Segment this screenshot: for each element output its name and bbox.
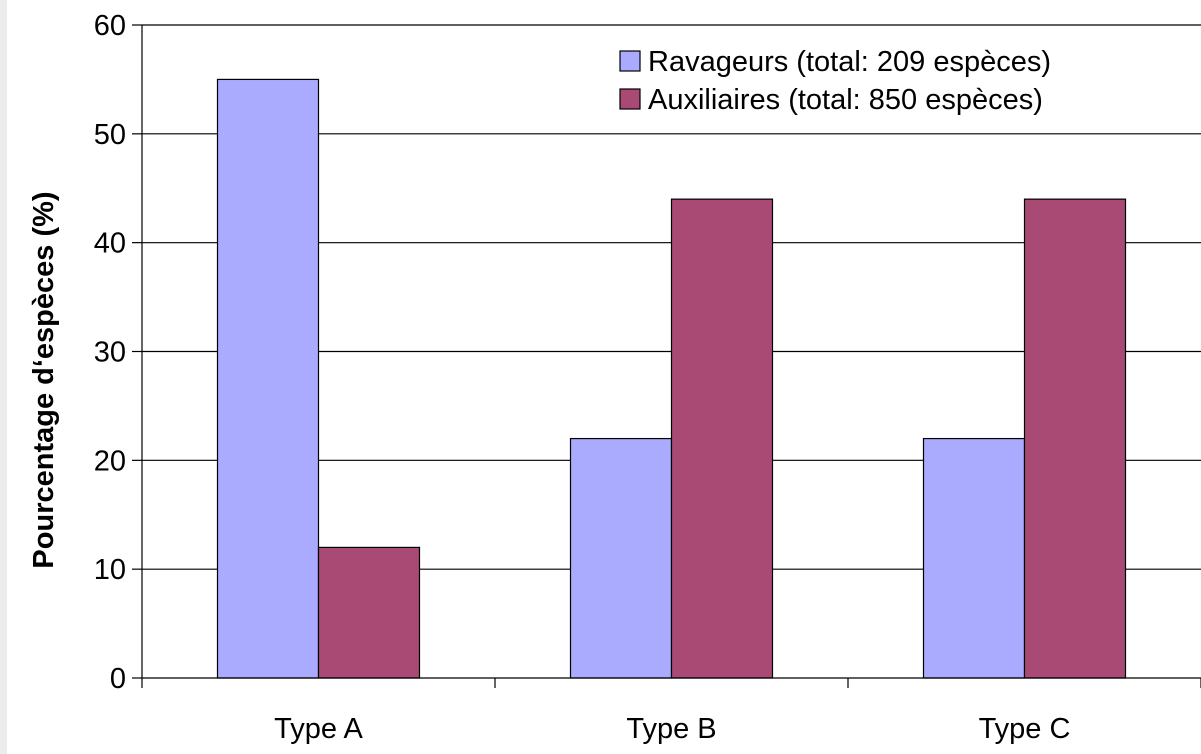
x-category-label: Type A: [274, 713, 363, 745]
legend: Ravageurs (total: 209 espèces) Auxiliaire…: [619, 46, 1051, 116]
y-tick-labels: 0 10 20 30 40 50 60: [94, 10, 126, 695]
x-category-label: Type B: [626, 713, 716, 745]
legend-label: Ravageurs (total: 209 espèces): [648, 46, 1051, 78]
y-tick-label: 10: [94, 554, 126, 586]
bar-auxiliaires-type-a: [317, 546, 421, 679]
y-tick-label: 60: [94, 10, 126, 42]
bar-auxiliaires-type-c: [1023, 198, 1127, 679]
y-tick-label: 0: [110, 663, 126, 695]
axes: [132, 24, 1201, 688]
x-tick-labels: Type A Type B Type C: [274, 713, 1070, 745]
bar-ravageurs-type-a: [216, 78, 320, 679]
y-axis-label: Pourcentage d‘espèces (%): [28, 191, 60, 568]
left-margin-strip: [0, 0, 7, 754]
bars: [216, 78, 1127, 679]
legend-swatch: [619, 50, 641, 72]
y-tick-label: 50: [94, 119, 126, 151]
x-category-label: Type C: [979, 713, 1071, 745]
legend-label: Auxiliaires (total: 850 espèces): [648, 84, 1043, 116]
y-tick-label: 40: [94, 228, 126, 260]
bar-ravageurs-type-b: [569, 437, 673, 679]
y-tick-label: 30: [94, 337, 126, 369]
legend-swatch: [619, 88, 641, 110]
bar-ravageurs-type-c: [922, 437, 1026, 679]
y-tick-label: 20: [94, 445, 126, 477]
bar-auxiliaires-type-b: [670, 198, 774, 679]
